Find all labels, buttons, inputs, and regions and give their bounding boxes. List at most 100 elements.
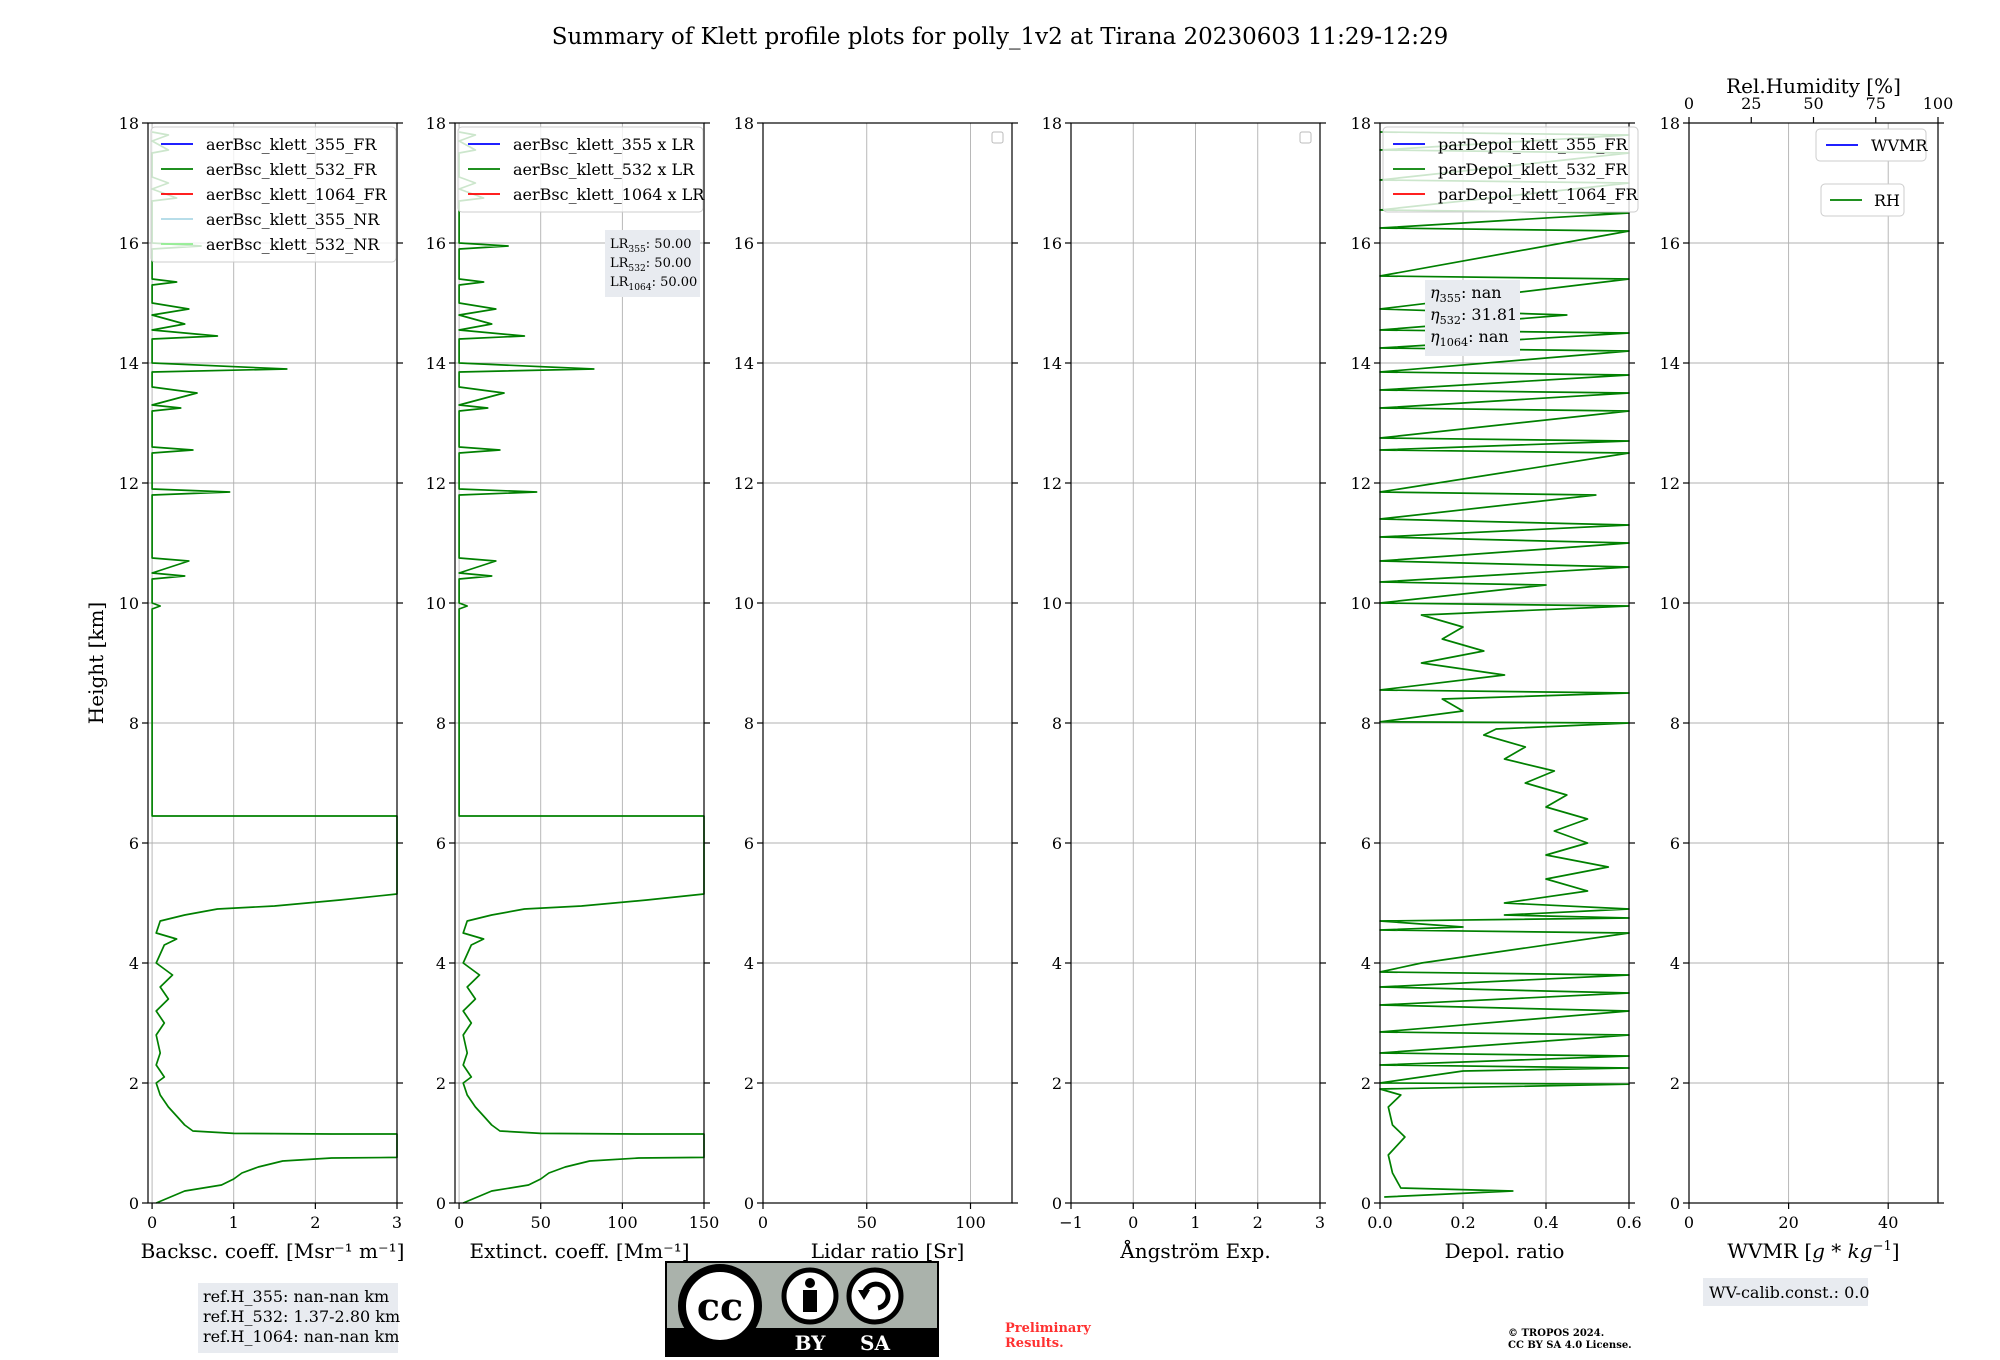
y-tick-label: 14: [1351, 354, 1371, 373]
y-tick-label: 14: [1660, 354, 1680, 373]
x-axis-label: Backsc. coeff. [Msr⁻¹ m⁻¹]: [141, 1239, 405, 1263]
axes-frame: [454, 122, 705, 1204]
legend: aerBsc_klett_355_FR aerBsc_klett_532_FRae…: [150, 126, 397, 263]
y-tick-label: 6: [436, 834, 446, 853]
y-tick-label: 0: [1052, 1194, 1062, 1213]
y-tick-label: 6: [129, 834, 139, 853]
ref-box-line: ref.H_1064: nan-nan km: [203, 1327, 399, 1346]
y-tick-label: 12: [734, 474, 754, 493]
y-tick-label: 8: [1670, 714, 1680, 733]
axes-frame: [1688, 122, 1939, 1204]
annotation-line: LR1064: 50.00: [610, 275, 697, 293]
x-axis-label: Lidar ratio [Sr]: [811, 1239, 965, 1263]
y-tick-label: 0: [1361, 1194, 1371, 1213]
legend-label: aerBsc_klett_355_FR: [206, 135, 377, 154]
x-tick-label: −1: [1059, 1213, 1083, 1232]
y-tick-label: 14: [119, 354, 139, 373]
x-tick-label: 0: [758, 1213, 768, 1232]
y-tick-label: 8: [1052, 714, 1062, 733]
x-tick-label: 3: [392, 1213, 402, 1232]
y-tick-label: 16: [119, 234, 139, 253]
x-tick-label: 0.2: [1450, 1213, 1475, 1232]
ref-box-line: ref.H_355: nan-nan km: [203, 1287, 389, 1306]
y-tick-label: 0: [1670, 1194, 1680, 1213]
legend-box: [1815, 128, 1927, 162]
axes-frame: [1379, 122, 1630, 1204]
y-tick-label: 16: [1351, 234, 1371, 253]
legend-label: aerBsc_klett_355_NR: [206, 210, 380, 229]
annotation-line: LR355: 50.00: [610, 237, 692, 255]
top-x-tick-label: 50: [1803, 94, 1823, 113]
y-tick-label: 0: [744, 1194, 754, 1213]
legend-box: [150, 126, 397, 263]
y-tick-label: 4: [1052, 954, 1062, 973]
x-tick-label: 100: [955, 1213, 986, 1232]
wv-calib-bg: [1703, 1278, 1868, 1306]
x-tick-label: 0.0: [1367, 1213, 1392, 1232]
y-tick-label: 2: [129, 1074, 139, 1093]
legend: parDepol_klett_355_FR parDepol_klett_532_…: [1382, 126, 1639, 213]
y-tick-label: 18: [426, 114, 446, 133]
y-tick-label: 2: [1052, 1074, 1062, 1093]
cc-by-sa-logo: cc BY SA: [665, 1261, 939, 1357]
y-tick-label: 6: [744, 834, 754, 853]
by-label: BY: [795, 1331, 827, 1355]
y-tick-label: 8: [436, 714, 446, 733]
cc-icon: [678, 1264, 762, 1348]
legend-label: aerBsc_klett_532_FR: [206, 160, 377, 179]
y-tick-label: 12: [1660, 474, 1680, 493]
figure-title: Summary of Klett profile plots for polly…: [552, 24, 1449, 50]
y-tick-label: 16: [1042, 234, 1062, 253]
axes-frame: [762, 122, 1013, 1204]
y-tick-label: 6: [1361, 834, 1371, 853]
y-tick-label: 14: [426, 354, 446, 373]
legend-label: WVMR: [1871, 136, 1928, 155]
x-tick-label: 0: [1684, 1213, 1694, 1232]
annotation-line: η1064: nan: [1430, 327, 1509, 349]
y-tick-label: 18: [1042, 114, 1062, 133]
legend-label: parDepol_klett_355_FR: [1438, 135, 1629, 154]
legend-label: parDepol_klett_1064_FR: [1438, 185, 1639, 204]
top-x-axis-label: Rel.Humidity [%]: [1726, 74, 1901, 98]
x-tick-label: 1: [229, 1213, 239, 1232]
y-tick-label: 10: [1042, 594, 1062, 613]
x-axis-label: Extinct. coeff. [Mm⁻¹]: [469, 1239, 689, 1263]
x-tick-label: 0.6: [1616, 1213, 1641, 1232]
legend-label: RH: [1874, 191, 1900, 210]
y-tick-label: 10: [734, 594, 754, 613]
legend: aerBsc_klett_355 x LR aerBsc_klett_532 x …: [457, 126, 705, 213]
legend-box: [457, 126, 704, 213]
y-tick-label: 10: [426, 594, 446, 613]
legend-label: aerBsc_klett_532_NR: [206, 235, 380, 254]
y-tick-label: 6: [1670, 834, 1680, 853]
y-tick-label: 2: [1361, 1074, 1371, 1093]
top-x-tick-label: 100: [1923, 94, 1954, 113]
x-tick-label: 0: [454, 1213, 464, 1232]
x-axis-label: WVMR [g * kg−1]: [1727, 1239, 1899, 1263]
cc-text: cc: [697, 1284, 743, 1329]
x-tick-label: 0: [1128, 1213, 1138, 1232]
y-tick-label: 16: [426, 234, 446, 253]
y-tick-label: 18: [119, 114, 139, 133]
empty-legend-box: [991, 131, 1004, 144]
y-tick-label: 4: [744, 954, 754, 973]
axes-frame: [147, 122, 398, 1204]
legend-label: parDepol_klett_532_FR: [1438, 160, 1629, 179]
sa-icon-arrow: [858, 1290, 870, 1300]
x-tick-label: 2: [1253, 1213, 1263, 1232]
y-tick-label: 18: [1660, 114, 1680, 133]
x-tick-label: 3: [1315, 1213, 1325, 1232]
legend-label: aerBsc_klett_1064 x LR: [513, 185, 705, 204]
y-tick-label: 16: [1660, 234, 1680, 253]
annotation-line: LR532: 50.00: [610, 256, 692, 274]
y-tick-label: 4: [129, 954, 139, 973]
y-tick-label: 2: [744, 1074, 754, 1093]
y-tick-label: 4: [1361, 954, 1371, 973]
sa-icon: [846, 1267, 904, 1325]
ref-box-line: ref.H_532: 1.37-2.80 km: [203, 1307, 400, 1326]
annotation-line: η532: 31.81: [1430, 305, 1517, 327]
preliminary-text: Preliminary: [1005, 1321, 1091, 1336]
ref-box-bg: [198, 1283, 398, 1353]
y-tick-label: 8: [744, 714, 754, 733]
